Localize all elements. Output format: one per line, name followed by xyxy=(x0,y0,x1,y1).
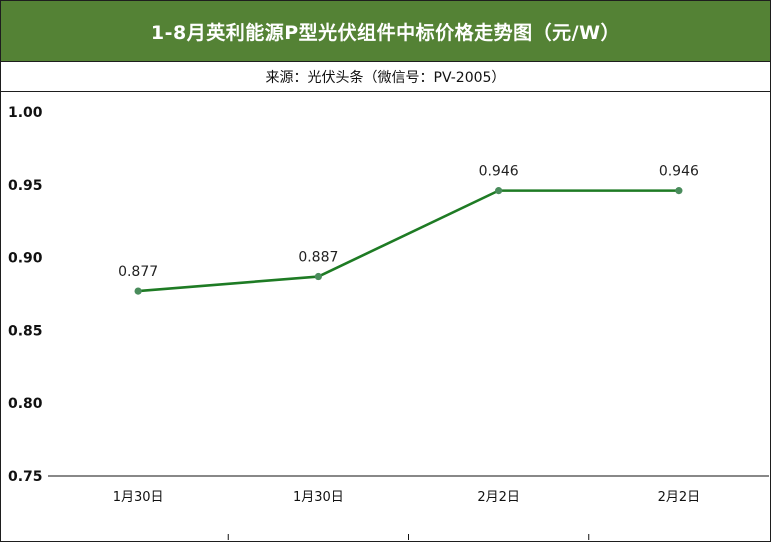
y-tick-label: 0.90 xyxy=(8,251,43,267)
y-tick-label: 0.75 xyxy=(8,469,43,485)
data-label: 0.946 xyxy=(659,164,699,180)
x-tick-label: 2月2日 xyxy=(658,490,701,505)
x-tick-label: 1月30日 xyxy=(293,490,344,505)
data-label: 0.946 xyxy=(479,164,519,180)
axes-layer: 1.00 0.95 0.90 0.85 0.80 0.75 1月30日 1月30日 2月2日 2月… xyxy=(8,105,769,540)
series-line xyxy=(138,189,679,293)
data-point xyxy=(314,272,322,281)
y-tick-label: 0.95 xyxy=(8,178,43,194)
data-label: 0.877 xyxy=(118,264,158,280)
data-label: 0.887 xyxy=(298,250,338,266)
data-point xyxy=(675,187,683,195)
y-tick-label: 1.00 xyxy=(8,105,43,121)
x-tick-label: 2月2日 xyxy=(477,490,520,505)
chart-title: 1-8月英利能源P型光伏组件中标价格走势图（元/W） xyxy=(1,1,770,61)
data-point xyxy=(495,187,503,195)
chart-subtitle: 来源：光伏头条（微信号：PV-2005） xyxy=(1,61,770,92)
series-layer xyxy=(134,187,683,295)
x-tick-label: 1月30日 xyxy=(113,490,164,505)
labels-layer: 0.877 0.887 0.946 0.946 xyxy=(118,164,699,280)
y-tick-label: 0.80 xyxy=(8,396,43,412)
y-tick-label: 0.85 xyxy=(8,323,43,339)
data-point xyxy=(134,287,142,295)
